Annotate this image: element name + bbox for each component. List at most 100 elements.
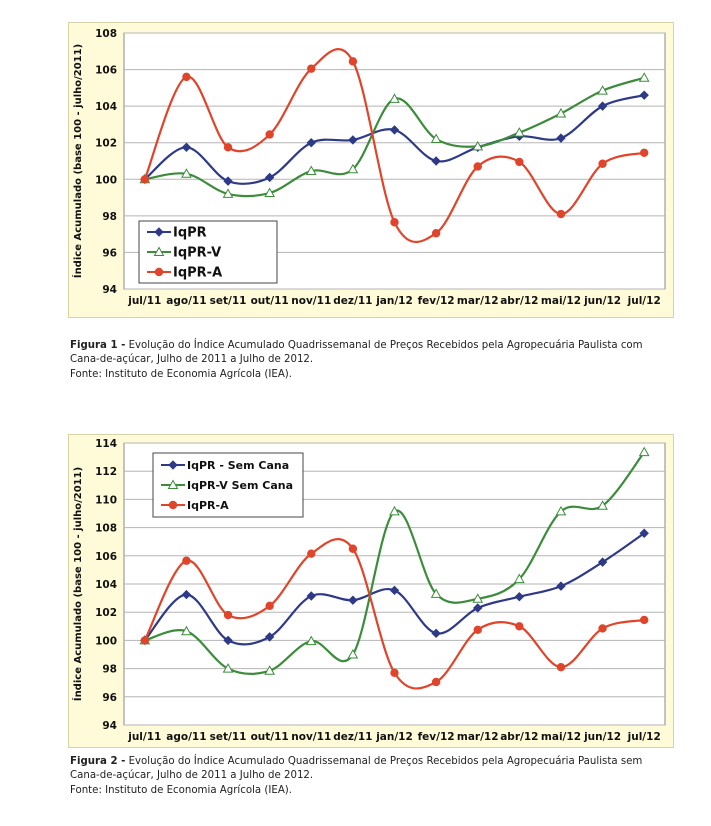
y-tick-label: 110	[95, 494, 117, 506]
data-point	[556, 133, 566, 143]
y-tick-label: 94	[102, 284, 117, 296]
data-point	[639, 615, 649, 625]
data-point	[306, 591, 316, 601]
data-point	[182, 556, 191, 565]
x-tick-label: mai/12	[541, 295, 581, 307]
legend-item: IqPR-V Sem Cana	[161, 479, 293, 492]
data-point	[181, 625, 192, 636]
data-point	[348, 544, 358, 553]
x-tick-label: jul/11	[127, 295, 161, 307]
data-point	[347, 163, 359, 174]
data-point	[264, 665, 276, 675]
legend-swatch-marker	[168, 500, 178, 510]
data-point	[222, 188, 234, 198]
x-tick-label: set/11	[210, 295, 247, 307]
data-point	[265, 130, 274, 139]
data-point	[515, 622, 524, 631]
x-tick-label: jul/12	[627, 731, 661, 743]
x-tick-label: dez/11	[333, 731, 372, 743]
data-point	[473, 625, 482, 635]
data-point	[390, 218, 399, 227]
series-1	[139, 72, 650, 198]
data-point	[473, 162, 482, 171]
data-point	[430, 133, 442, 144]
y-tick-label: 112	[95, 466, 117, 478]
data-point	[389, 93, 400, 103]
x-tick-label: ago/11	[166, 731, 206, 743]
data-point	[347, 648, 359, 659]
figure-2-caption: Figura 2 - Evolução do Índice Acumulado …	[70, 755, 670, 783]
data-point	[307, 64, 316, 73]
x-tick-label: nov/11	[291, 731, 331, 743]
data-point	[265, 601, 274, 611]
legend-label: IqPR-V	[173, 246, 221, 261]
x-tick-label: nov/11	[291, 295, 331, 307]
data-point	[181, 589, 192, 600]
chart-1-svg: 94 96 98 100 102 104 106 108 jul/11 ago/11 set/11 o…	[71, 28, 666, 307]
data-point	[223, 143, 233, 152]
legend-swatch-marker	[167, 479, 179, 489]
data-point	[597, 500, 608, 510]
x-tick-label: fev/12	[418, 731, 455, 743]
data-point	[431, 677, 441, 687]
chart-2-svg: 94 96 98 100 102 104 106 108 110 112 114 jul/11 ago/…	[71, 438, 666, 743]
data-point	[264, 187, 276, 197]
figure-1-source: Fonte: Instituto de Economia Agrícola (I…	[70, 369, 292, 380]
data-point	[389, 505, 400, 516]
x-tick-label: ago/11	[166, 295, 206, 307]
data-point	[222, 663, 234, 673]
series-0	[140, 528, 649, 646]
legend-label: IqPR-A	[173, 266, 222, 281]
data-point	[597, 85, 608, 95]
y-tick-label: 104	[95, 101, 117, 113]
data-point	[597, 557, 608, 567]
data-point	[555, 107, 567, 118]
y-tick-label: 102	[95, 607, 117, 619]
y-tick-label: 94	[102, 720, 117, 732]
data-point	[556, 209, 566, 219]
y-tick-label: 96	[102, 247, 117, 259]
series-1	[139, 446, 650, 675]
figure-1-label: Figura 1 -	[70, 340, 126, 351]
y-axis-label: Índice Acumulado (base 100 - julho/2011)	[71, 44, 84, 278]
data-point	[348, 595, 358, 605]
data-point	[264, 632, 275, 642]
data-point	[264, 172, 275, 183]
data-point	[389, 585, 400, 596]
y-tick-label: 106	[95, 551, 117, 563]
data-point	[639, 148, 649, 157]
legend-item: IqPR	[147, 226, 207, 241]
data-point	[223, 176, 233, 186]
x-tick-label: jul/12	[627, 295, 661, 307]
chart-2: 94 96 98 100 102 104 106 108 110 112 114 jul/11 ago/…	[68, 434, 674, 748]
data-point	[430, 588, 442, 598]
x-tick-label: mar/12	[457, 295, 499, 307]
x-tick-label: jan/12	[375, 731, 413, 743]
x-tick-label: fev/12	[418, 295, 455, 307]
x-tick-label: abr/12	[500, 731, 538, 743]
y-tick-label: 102	[95, 138, 117, 150]
data-point	[182, 72, 191, 82]
data-point	[431, 229, 441, 238]
legend-swatch-marker	[168, 460, 178, 470]
data-point	[639, 90, 649, 100]
legend-label: IqPR	[173, 226, 207, 241]
data-point	[597, 101, 608, 111]
y-tick-label: 108	[95, 523, 117, 535]
legend-label: IqPR-A	[187, 499, 229, 512]
x-tick-label: jun/12	[583, 295, 621, 307]
data-point	[638, 72, 650, 82]
y-tick-label: 114	[95, 438, 117, 450]
x-tick-label: out/11	[251, 295, 289, 307]
data-point	[514, 591, 525, 602]
data-point	[555, 505, 567, 516]
data-point	[223, 610, 233, 620]
data-point	[390, 668, 399, 678]
data-point	[307, 549, 316, 558]
series-2	[140, 538, 649, 690]
data-point	[473, 603, 483, 613]
x-tick-label: set/11	[210, 731, 247, 743]
data-point	[348, 57, 358, 66]
legend-label: IqPR - Sem Cana	[187, 459, 289, 472]
data-point	[638, 446, 650, 457]
